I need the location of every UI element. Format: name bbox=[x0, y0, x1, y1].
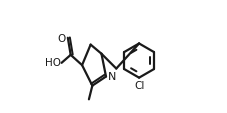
Text: HO: HO bbox=[45, 58, 61, 68]
Text: N: N bbox=[107, 71, 115, 81]
Text: O: O bbox=[58, 34, 66, 44]
Text: Cl: Cl bbox=[134, 80, 145, 90]
